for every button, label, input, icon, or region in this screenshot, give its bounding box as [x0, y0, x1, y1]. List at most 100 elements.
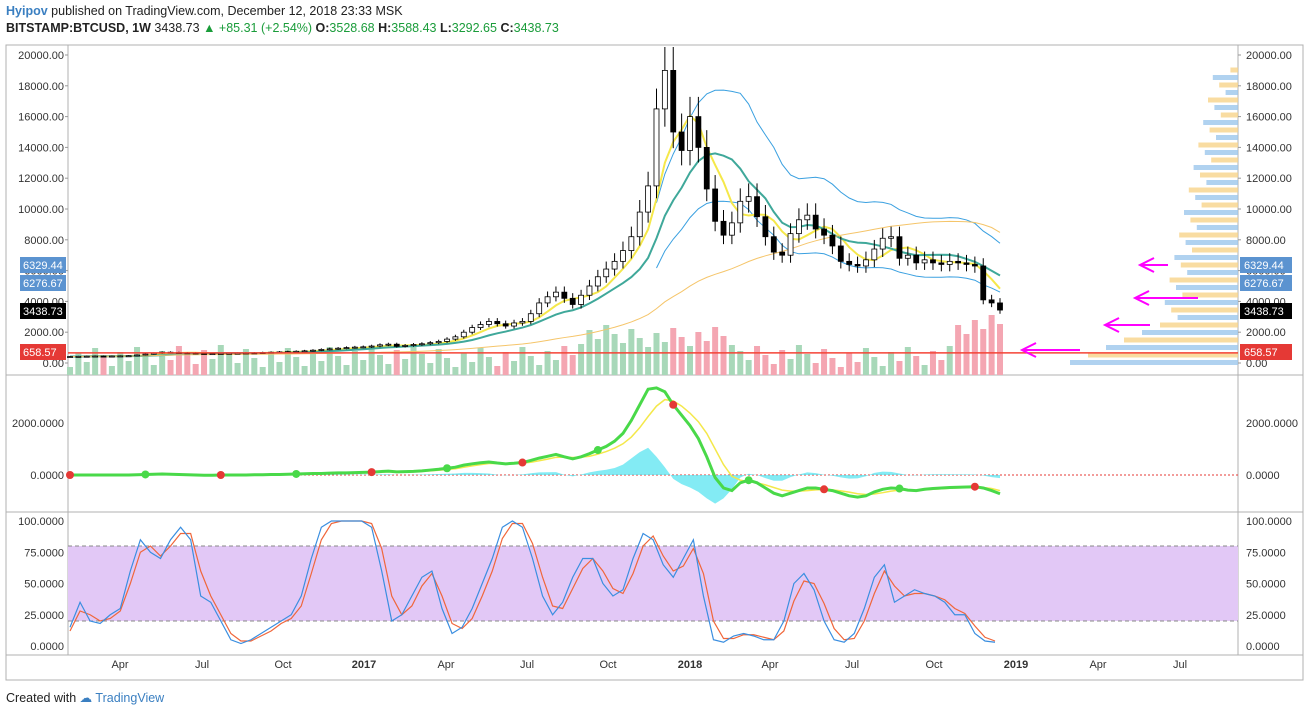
candle — [511, 322, 517, 327]
candle — [561, 291, 568, 299]
price-tick-label-right: 8000.00 — [1246, 235, 1286, 247]
volume-bar — [485, 357, 492, 375]
volume-bar — [192, 364, 199, 375]
volume-profile-bar — [1195, 195, 1238, 200]
volume-bar — [150, 365, 157, 375]
left-badge-ma — [20, 275, 66, 291]
volume-profile-bar — [1225, 90, 1238, 95]
osc-signal-line — [70, 398, 1001, 496]
candle — [469, 327, 476, 333]
left-label-ma: 6276.67 — [23, 278, 63, 290]
candle — [486, 321, 492, 325]
volume-bar — [544, 351, 551, 375]
price-tick-label-right: 20000.00 — [1246, 50, 1292, 62]
candle — [921, 259, 928, 264]
arrow-head-icon — [1132, 290, 1150, 306]
candle — [477, 324, 484, 328]
candle — [946, 260, 953, 265]
time-tick-label: Jul — [195, 659, 209, 671]
stoch-tick-label-left: 25.0000 — [24, 610, 64, 622]
price-label-badge-ma — [1240, 275, 1292, 291]
osc-tick-label-left: 2000.0000 — [12, 418, 64, 430]
volume-profile-bar — [1200, 172, 1238, 178]
volume-bar — [720, 336, 727, 375]
candle — [796, 219, 802, 235]
osc-cross-dot — [970, 482, 979, 491]
volume-bar — [871, 357, 878, 375]
volume-bar — [812, 363, 819, 375]
osc-tick-label-right: 0.0000 — [1246, 470, 1280, 482]
price-tick-label-left: 14000.00 — [18, 142, 64, 154]
volume-bar — [913, 356, 920, 375]
tradingview-brand[interactable]: TradingView — [95, 691, 165, 705]
author-link[interactable]: Hyipov — [6, 4, 48, 18]
volume-profile-bar — [1179, 232, 1238, 238]
price-tick-label-right: 18000.00 — [1246, 81, 1292, 93]
volume-bar — [578, 344, 585, 375]
stoch-tick-label-left: 50.0000 — [24, 579, 64, 591]
candle — [678, 131, 685, 151]
volume-bar — [804, 354, 811, 375]
candle — [301, 350, 308, 353]
time-tick-label: Apr — [111, 659, 128, 671]
volume-bar — [167, 360, 174, 375]
osc-cross-dot — [895, 484, 904, 493]
price-tick-label-right: 16000.00 — [1246, 112, 1292, 124]
osc-cross-dot — [820, 485, 829, 494]
ma-slow-line — [69, 152, 1001, 358]
volume-bar — [821, 349, 828, 375]
candle — [67, 356, 73, 358]
candle — [770, 236, 777, 253]
candle — [569, 297, 576, 305]
volume-bar — [561, 346, 568, 375]
volume-bar — [712, 327, 719, 375]
volume-profile-bar — [1174, 255, 1238, 260]
candle — [117, 355, 124, 358]
price-tick-label-right: 2000.00 — [1246, 327, 1286, 339]
volume-profile-bar — [1142, 330, 1238, 335]
price-tick-label-left: 16000.00 — [18, 112, 64, 124]
time-tick-label: Jul — [1173, 659, 1187, 671]
volume-bar — [201, 350, 208, 375]
tradingview-logo-icon[interactable]: ☁ — [79, 691, 93, 705]
volume-bar — [787, 359, 794, 375]
arrow-head-icon — [1019, 342, 1037, 358]
volume-bar — [209, 359, 216, 375]
time-tick-label: Apr — [1089, 659, 1106, 671]
volume-bar — [125, 361, 132, 375]
volume-bar — [929, 351, 936, 375]
price-tick-label-right: 14000.00 — [1246, 142, 1292, 154]
volume-bar — [444, 358, 451, 375]
volume-bar — [779, 350, 786, 375]
candle — [661, 70, 668, 110]
candle — [519, 321, 526, 324]
volume-bar — [452, 367, 459, 375]
osc-cross-dot — [367, 468, 376, 477]
candle — [938, 262, 945, 265]
candle — [108, 355, 115, 358]
osc-cross-dot — [292, 469, 301, 478]
volume-profile-bar — [1212, 75, 1238, 80]
candle — [452, 336, 459, 340]
volume-bar — [393, 350, 400, 375]
volume-bar — [552, 360, 559, 375]
time-tick-label: Jul — [520, 659, 534, 671]
price-tick-label-right: 10000.00 — [1246, 204, 1292, 216]
price-label-badge-upper — [1240, 257, 1292, 273]
volume-bar — [963, 334, 970, 375]
volume-bar — [494, 366, 501, 375]
volume-bar — [653, 333, 660, 375]
price-tick-label-left: 8000.00 — [24, 235, 64, 247]
candle — [343, 347, 350, 350]
stoch-tick-label-right: 25.0000 — [1246, 610, 1286, 622]
price-tick-label-left: 0.00 — [43, 358, 64, 370]
time-tick-label: Apr — [437, 659, 454, 671]
volume-bar — [326, 347, 333, 375]
volume-profile-bar — [1190, 217, 1238, 223]
volume-bar — [862, 348, 869, 375]
volume-bar — [226, 354, 233, 375]
created-with-text: Created with — [6, 691, 77, 705]
high-label: H: — [378, 21, 392, 35]
candle — [653, 108, 660, 187]
